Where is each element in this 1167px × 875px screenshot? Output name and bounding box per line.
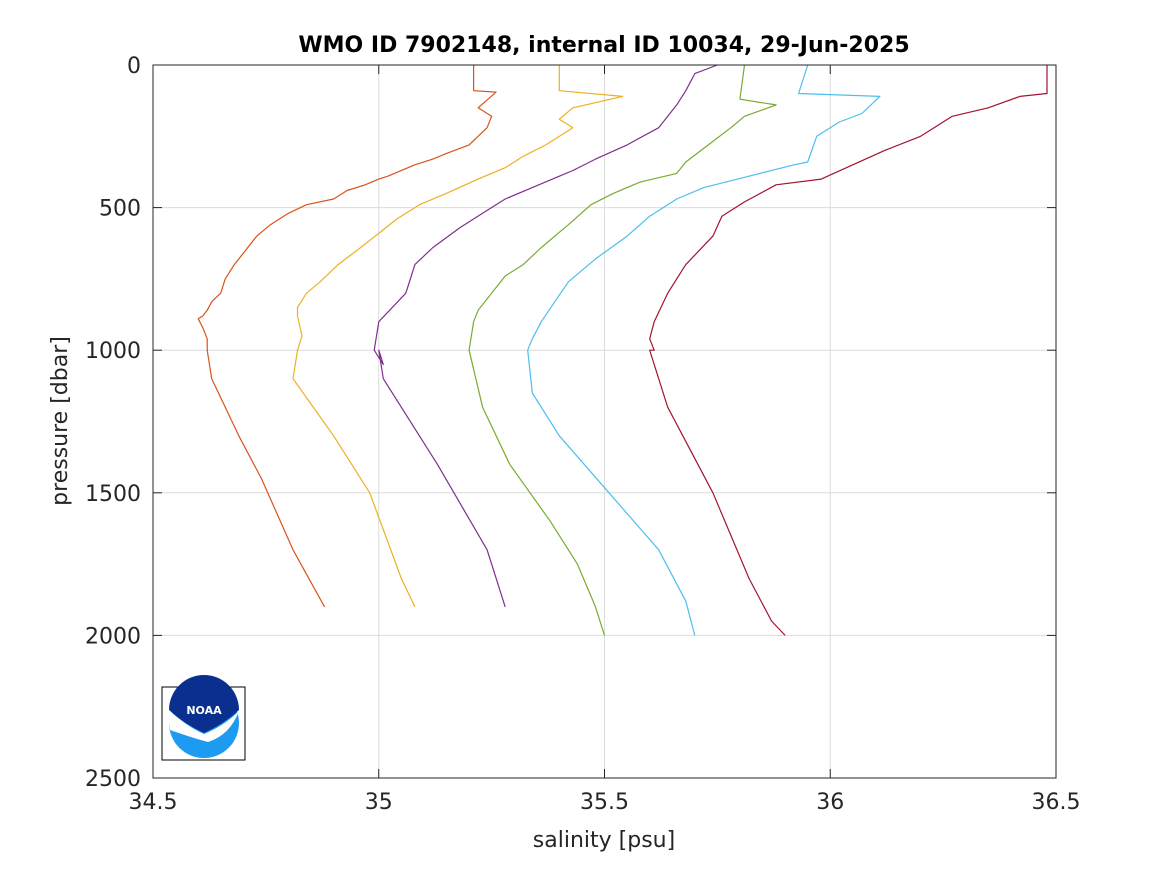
logo-text: NOAA [186,704,222,717]
x-tick-label: 35.5 [580,790,629,815]
ticks: 34.5 35 35.5 36 36.5 0 500 1000 1500 2000 2500 [85,54,1080,815]
x-tick-label: 36 [816,790,844,815]
y-axis-label: pressure [dbar] [48,336,73,506]
profile-line-6 [649,65,1048,636]
x-tick-label: 36.5 [1032,790,1081,815]
chart-title: WMO ID 7902148, internal ID 10034, 29-Ju… [298,33,909,58]
profile-line-1 [197,65,497,608]
y-tick-label: 2000 [85,624,141,649]
profile-line-2 [292,65,624,608]
profile-line-4 [468,64,777,636]
profile-line-3 [373,64,718,608]
noaa-gull-shape [169,675,239,733]
y-tick-label: 1500 [85,482,141,507]
y-tick-label: 1000 [85,339,141,364]
y-tick-label: 2500 [85,767,141,792]
noaa-logo: NOAA [161,675,246,761]
x-tick-label: 35 [365,790,393,815]
noaa-wave-shape [168,710,239,742]
x-tick-label: 34.5 [129,790,178,815]
y-tick-label: 0 [127,54,141,79]
x-axis-label: salinity [psu] [533,828,675,853]
profile-line-5 [527,64,881,636]
axes-box [152,64,1057,779]
y-tick-label: 500 [99,197,141,222]
series-group [197,64,1048,636]
